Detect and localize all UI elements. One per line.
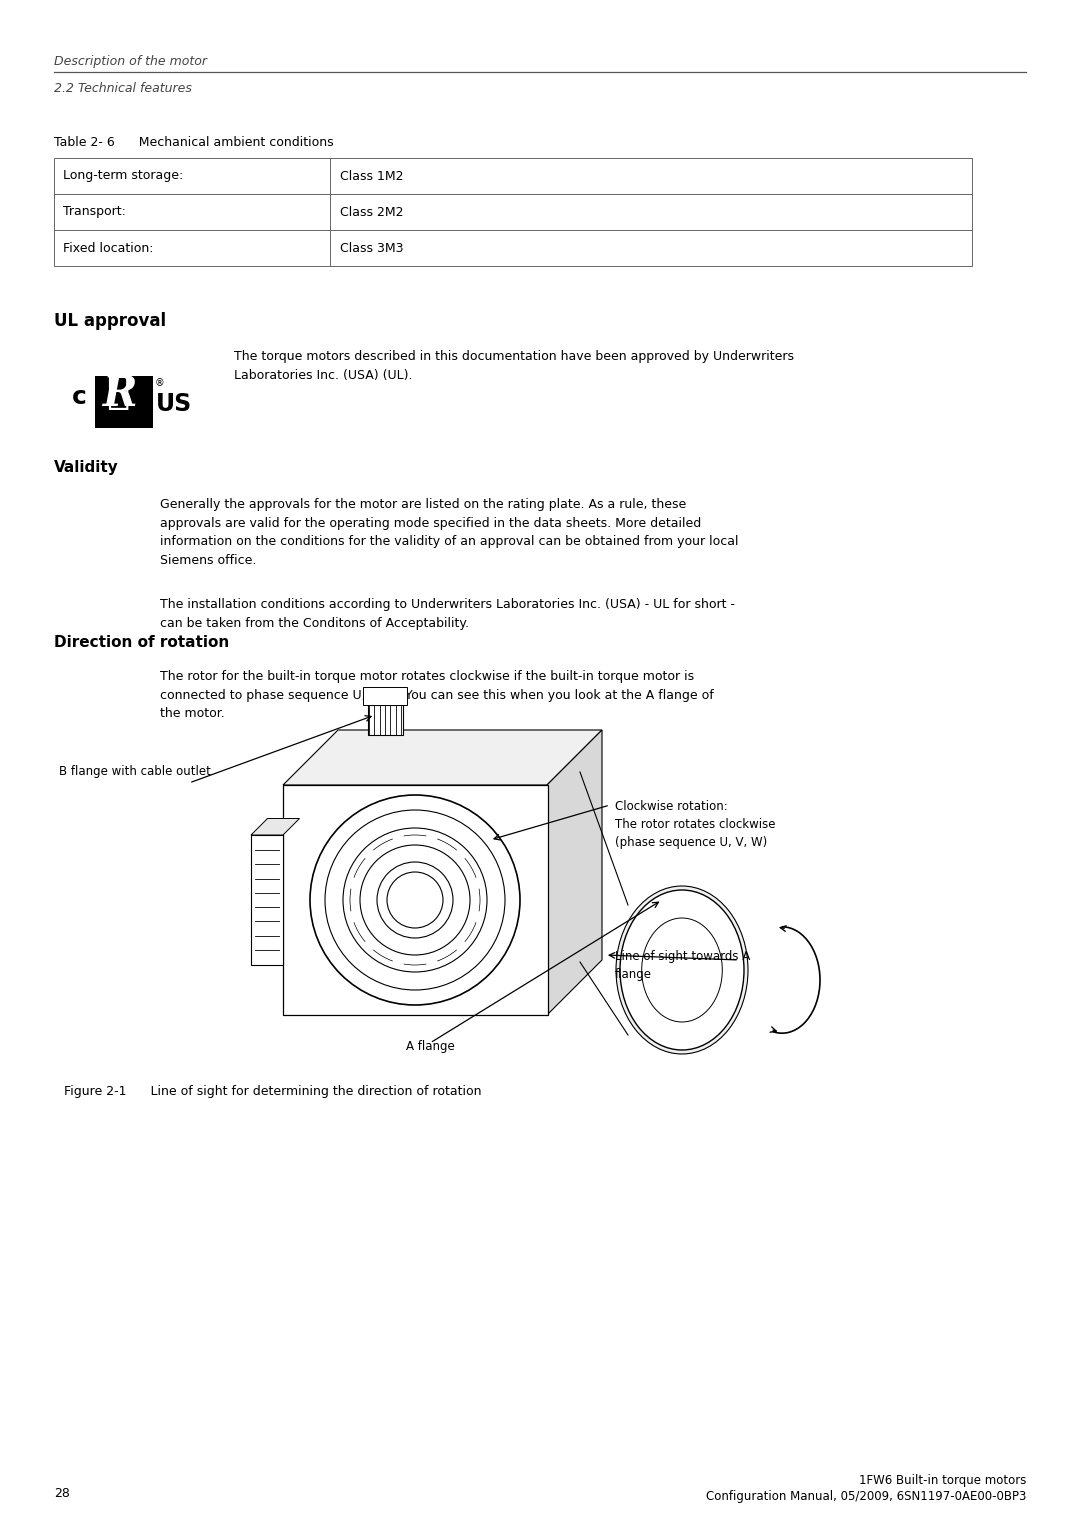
Text: UL approval: UL approval — [54, 312, 166, 330]
Bar — [363, 687, 407, 705]
Text: The rotor for the built-in torque motor rotates clockwise if the built-in torque: The rotor for the built-in torque motor … — [160, 670, 714, 721]
Text: Transport:: Transport: — [63, 206, 126, 218]
Text: Class 3M3: Class 3M3 — [340, 241, 404, 255]
FancyBboxPatch shape — [95, 376, 153, 428]
Ellipse shape — [620, 890, 744, 1051]
Text: Configuration Manual, 05/2009, 6SN1197-0AE00-0BP3: Configuration Manual, 05/2009, 6SN1197-0… — [705, 1490, 1026, 1503]
Polygon shape — [546, 730, 602, 1015]
Bar — [54, 157, 972, 194]
Bar — [368, 705, 403, 734]
Text: Clockwise rotation:
The rotor rotates clockwise
(phase sequence U, V, W): Clockwise rotation: The rotor rotates cl… — [615, 800, 775, 849]
Bar — [54, 194, 972, 231]
Text: Fixed location:: Fixed location: — [63, 241, 153, 255]
Text: The torque motors described in this documentation have been approved by Underwri: The torque motors described in this docu… — [234, 350, 794, 382]
Text: 1FW6 Built-in torque motors: 1FW6 Built-in torque motors — [859, 1474, 1026, 1487]
Text: ⸎: ⸎ — [106, 373, 130, 411]
Text: Direction of rotation: Direction of rotation — [54, 635, 229, 651]
Text: Long-term storage:: Long-term storage: — [63, 169, 184, 183]
Text: Table 2- 6      Mechanical ambient conditions: Table 2- 6 Mechanical ambient conditions — [54, 136, 334, 150]
Text: Description of the motor: Description of the motor — [54, 55, 207, 69]
Text: Class 1M2: Class 1M2 — [340, 169, 404, 183]
Text: Class 2M2: Class 2M2 — [340, 206, 404, 218]
Text: Validity: Validity — [54, 460, 119, 475]
Text: c: c — [71, 385, 86, 409]
Text: B flange with cable outlet: B flange with cable outlet — [59, 765, 211, 777]
Polygon shape — [283, 730, 602, 785]
Text: 28: 28 — [54, 1487, 70, 1500]
Text: The installation conditions according to Underwriters Laboratories Inc. (USA) - : The installation conditions according to… — [160, 599, 735, 629]
Text: A flange: A flange — [406, 1040, 455, 1054]
Text: Generally the approvals for the motor are listed on the rating plate. As a rule,: Generally the approvals for the motor ar… — [160, 498, 739, 567]
Text: 2.2 Technical features: 2.2 Technical features — [54, 82, 192, 95]
Text: Line of sight towards A
flange: Line of sight towards A flange — [615, 950, 751, 980]
Bar — [251, 835, 283, 965]
Bar — [54, 231, 972, 266]
Text: R: R — [103, 373, 137, 415]
Text: ®: ® — [156, 379, 165, 388]
Bar — [283, 785, 548, 1015]
Ellipse shape — [616, 886, 748, 1054]
Text: US: US — [156, 392, 192, 415]
Text: Figure 2-1      Line of sight for determining the direction of rotation: Figure 2-1 Line of sight for determining… — [64, 1086, 482, 1098]
Polygon shape — [251, 818, 299, 835]
Circle shape — [387, 872, 443, 928]
